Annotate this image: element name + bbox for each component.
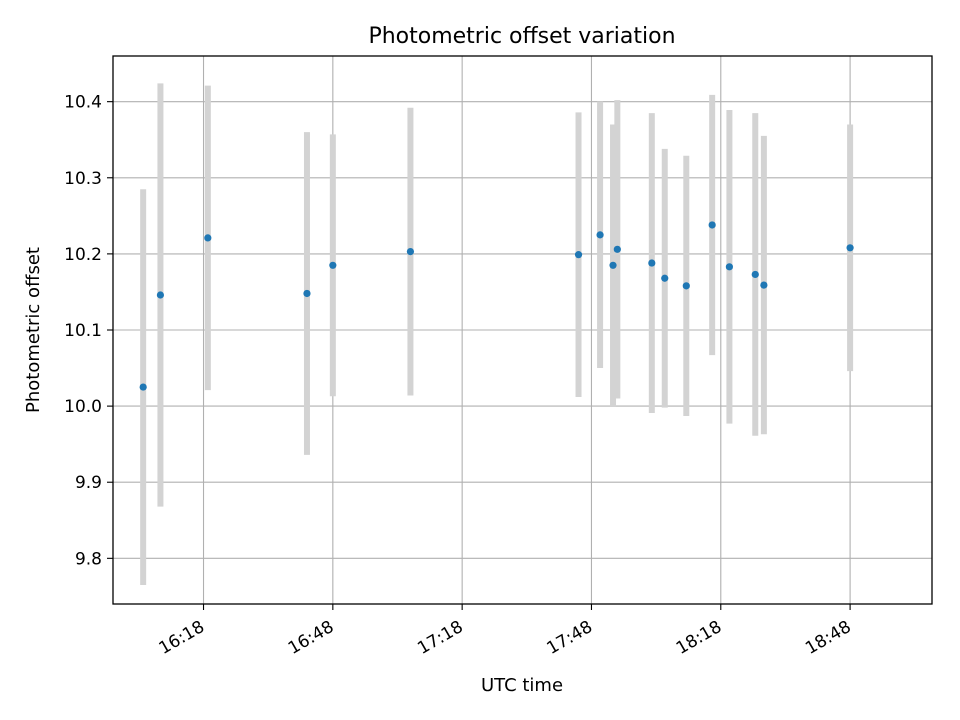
- data-point: [406, 248, 415, 256]
- y-tick-label: 10.1: [64, 321, 102, 341]
- data-point: [760, 281, 768, 289]
- data-point: [204, 234, 212, 242]
- data-point: [596, 231, 604, 239]
- y-tick-label: 9.9: [75, 473, 102, 493]
- data-point: [574, 251, 583, 259]
- y-tick-label: 10.2: [64, 245, 102, 265]
- data-point: [303, 289, 311, 298]
- data-point: [329, 261, 337, 269]
- data-point: [846, 244, 854, 252]
- data-points: [139, 221, 854, 391]
- y-tick-label: 9.8: [75, 549, 102, 569]
- data-point: [682, 282, 690, 290]
- data-point: [609, 261, 617, 269]
- data-point: [139, 383, 147, 391]
- data-point: [648, 259, 656, 267]
- data-point: [708, 221, 716, 229]
- y-axis-ticks: 9.8 9.9 10.0 10.1 10.2 10.3 10.4: [64, 93, 113, 569]
- data-point: [613, 245, 621, 253]
- x-axis-label: UTC time: [481, 675, 563, 696]
- y-tick-label: 10.0: [64, 397, 102, 417]
- y-axis-label: Photometric offset: [23, 247, 44, 413]
- data-point: [751, 270, 759, 279]
- data-point: [725, 263, 734, 271]
- y-tick-label: 10.3: [64, 169, 102, 189]
- data-point: [156, 291, 165, 299]
- data-point: [661, 274, 669, 282]
- y-tick-label: 10.4: [64, 93, 102, 113]
- chart-title: Photometric offset variation: [368, 24, 675, 49]
